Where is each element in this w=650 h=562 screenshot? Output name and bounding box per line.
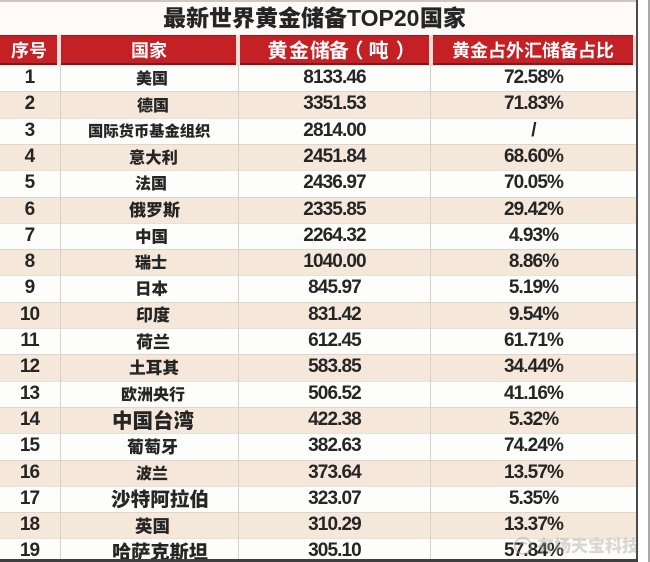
svg-text:TOP20: TOP20 (347, 6, 419, 29)
